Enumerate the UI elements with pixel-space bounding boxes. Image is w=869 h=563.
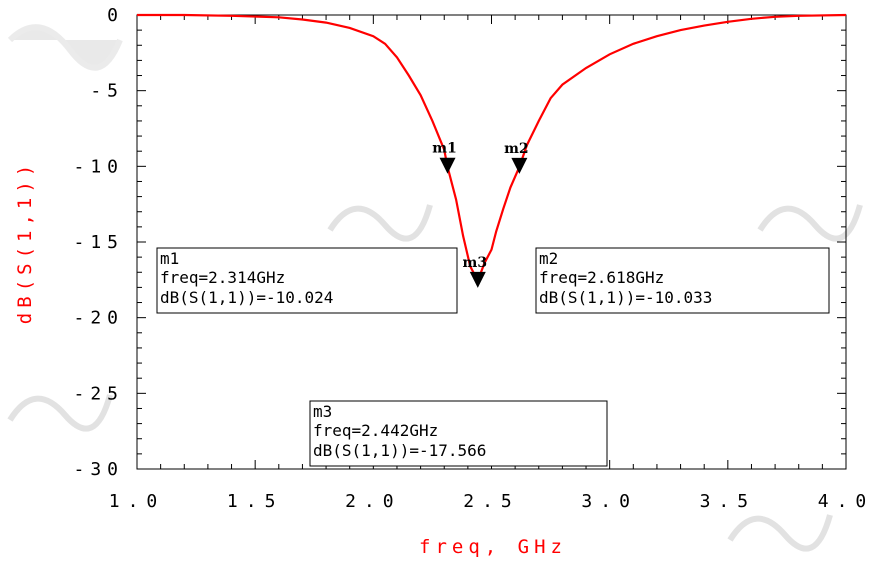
y-axis-label: dB(S(1,1)) [14, 160, 36, 324]
s11-curve [137, 13, 847, 284]
x-tick-label: 4.0 [818, 491, 869, 512]
x-tick-label: 1.5 [227, 491, 284, 512]
x-axis-label: freq, GHz [419, 536, 567, 558]
m2-box-freq: freq=2.618GHz [539, 268, 664, 287]
y-tick-label: -10 [73, 156, 124, 177]
y-tick-label: -20 [73, 308, 124, 329]
marker-m2-label: m2 [504, 141, 529, 157]
m1-box-value: dB(S(1,1))=-10.024 [160, 288, 333, 307]
m1-box-title: m1 [160, 249, 179, 268]
marker-m2-triangle [511, 157, 528, 174]
x-tick-labels: 1.0 1.5 2.0 2.5 3.0 3.5 4.0 [109, 491, 869, 512]
marker-m1-triangle [439, 157, 456, 174]
y-tick-labels: 0 -5 -10 -15 -20 -25 -30 [73, 5, 124, 480]
x-tick-label: 3.5 [700, 491, 757, 512]
y-tick-label: -15 [73, 232, 124, 253]
y-tick-label: 0 [107, 5, 124, 26]
marker-m1-label: m1 [432, 141, 457, 157]
x-tick-label: 3.0 [581, 491, 638, 512]
m3-box-title: m3 [313, 402, 332, 421]
m3-box-value: dB(S(1,1))=-17.566 [313, 441, 486, 460]
x-tick-label: 2.0 [345, 491, 402, 512]
x-tick-label: 2.5 [463, 491, 520, 512]
marker-box-m2: m2 freq=2.618GHz dB(S(1,1))=-10.033 [535, 247, 830, 314]
x-tick-label: 1.0 [109, 491, 166, 512]
marker-m3-triangle [469, 271, 486, 288]
m2-box-value: dB(S(1,1))=-10.033 [539, 288, 712, 307]
marker-box-m1: m1 freq=2.314GHz dB(S(1,1))=-10.024 [156, 247, 458, 314]
marker-box-m3: m3 freq=2.442GHz dB(S(1,1))=-17.566 [309, 400, 608, 467]
m3-box-freq: freq=2.442GHz [313, 421, 438, 440]
m1-box-freq: freq=2.314GHz [160, 268, 285, 287]
y-tick-label: -25 [73, 383, 124, 404]
watermark-layer [7, 24, 863, 552]
y-tick-label: -30 [73, 459, 124, 480]
marker-m3-label: m3 [463, 255, 488, 271]
marker-triangles: m1 m2 m3 [432, 141, 529, 288]
m2-box-title: m2 [539, 249, 558, 268]
y-tick-label: -5 [90, 81, 124, 102]
